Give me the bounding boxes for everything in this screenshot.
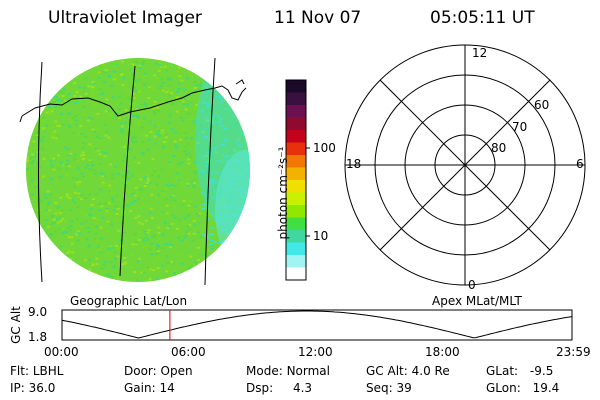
color-scale-bar [285,79,307,281]
mlat-label-80: 80 [491,141,507,155]
status-glon: GLon: 19.4 [486,381,560,395]
status-gain: Gain: 14 [124,381,175,395]
status-ip: IP: 36.0 [10,381,56,395]
strip-ymin: 1.8 [28,330,48,344]
image-panel-label: Geographic Lat/Lon [70,294,188,308]
strip-xtick: 23:59 [556,345,591,359]
mlat-label-70: 70 [512,120,528,134]
strip-ymax: 9.0 [28,305,48,319]
meridian-line [119,65,136,277]
strip-xtick: 00:00 [44,345,79,359]
status-glat: GLat: -9.5 [486,364,554,378]
mlt-label-0: 0 [468,278,476,292]
mlt-label-12: 12 [472,46,488,60]
coastline [21,85,247,117]
strip-xtick: 06:00 [171,345,206,359]
status-flt: Flt: LBHL [10,364,64,378]
colorbar-tick-100: 100 [313,141,336,155]
strip-ylabel: GC Alt [9,306,23,344]
polar-panel-label: Apex MLat/MLT [432,294,522,308]
meridian-line [38,61,43,283]
colorbar-unit-label: photon cm⁻²s⁻¹ [276,146,290,240]
altitude-strip-chart [61,309,573,341]
status-gc-alt: GC Alt: 4.0 Re [366,364,450,378]
uv-image-panel [19,57,250,286]
time-label: 05:05:11 UT [430,8,535,28]
status-seq: Seq: 39 [366,381,412,395]
instrument-title: Ultraviolet Imager [48,8,202,28]
meridian-line [204,57,216,286]
status-mode: Mode: Normal [246,364,330,378]
date-label: 11 Nov 07 [274,8,362,28]
mlt-label-18: 18 [346,157,362,171]
mlt-label-6: 6 [576,157,584,171]
colorbar-tick-10: 10 [313,229,329,243]
polar-mlat-mlt-plot [344,44,586,286]
altitude-curve [62,310,572,339]
status-dsp: Dsp: 4.3 [246,381,313,395]
strip-xtick: 12:00 [298,345,333,359]
status-door: Door: Open [124,364,193,378]
mlat-label-60: 60 [534,98,550,112]
strip-xtick: 18:00 [425,345,460,359]
